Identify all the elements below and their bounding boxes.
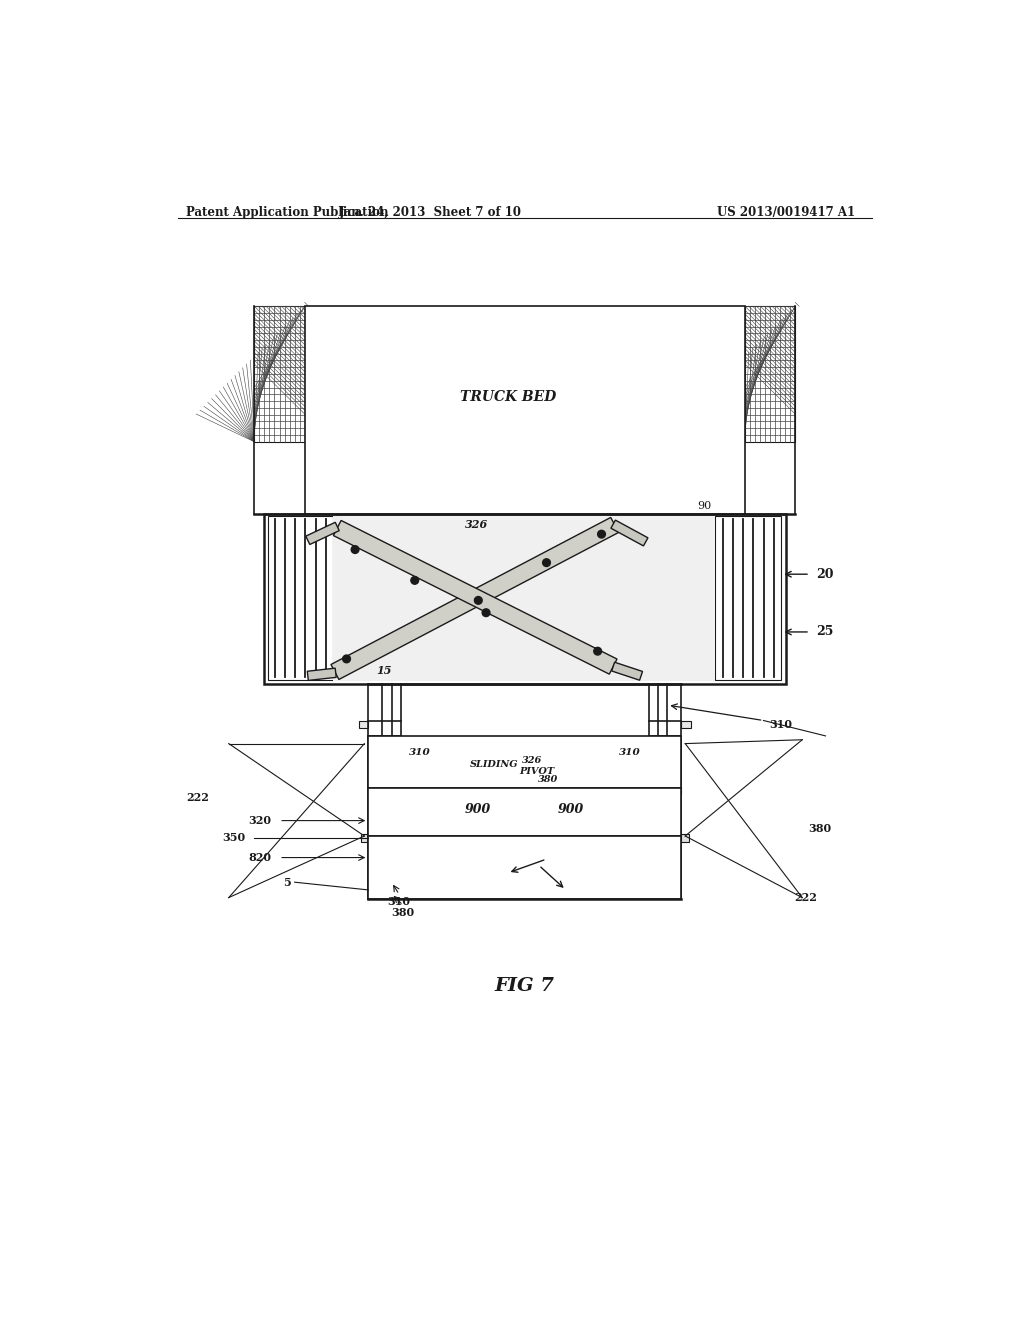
Circle shape — [474, 597, 482, 605]
Text: 900: 900 — [558, 803, 585, 816]
Circle shape — [343, 655, 350, 663]
Bar — [649, 739, 681, 785]
Text: Jan. 24, 2013  Sheet 7 of 10: Jan. 24, 2013 Sheet 7 of 10 — [339, 206, 522, 219]
Text: 222: 222 — [186, 792, 209, 803]
Bar — [369, 836, 681, 899]
Text: 222: 222 — [795, 892, 817, 903]
Bar — [267, 516, 334, 680]
Bar — [681, 721, 690, 729]
Circle shape — [543, 558, 550, 566]
Bar — [658, 787, 681, 795]
Bar — [391, 787, 400, 795]
Text: 15: 15 — [376, 665, 391, 676]
Polygon shape — [331, 517, 618, 680]
Bar — [369, 737, 681, 788]
Text: Patent Application Publication: Patent Application Publication — [186, 206, 389, 219]
Text: US 2013/0019417 A1: US 2013/0019417 A1 — [717, 206, 855, 219]
Text: PIVOT: PIVOT — [519, 767, 554, 776]
Text: 310: 310 — [388, 896, 411, 907]
Bar — [334, 516, 716, 681]
Polygon shape — [611, 520, 648, 546]
Text: 326: 326 — [522, 756, 543, 764]
Bar — [305, 306, 744, 515]
Text: FIG 7: FIG 7 — [495, 977, 555, 995]
Text: 380: 380 — [391, 907, 415, 917]
Text: SLIDING: SLIDING — [469, 760, 518, 768]
Bar — [360, 834, 369, 842]
Text: 320: 320 — [248, 816, 271, 826]
Text: 310: 310 — [770, 719, 793, 730]
Text: 20: 20 — [816, 568, 834, 581]
Polygon shape — [611, 663, 642, 680]
Text: 350: 350 — [222, 832, 246, 843]
Circle shape — [482, 609, 489, 616]
Text: 90: 90 — [697, 500, 712, 511]
Circle shape — [594, 647, 601, 655]
Circle shape — [598, 531, 605, 539]
Text: 310: 310 — [618, 748, 640, 758]
Bar — [359, 721, 369, 729]
Text: TRUCK BED: TRUCK BED — [460, 391, 556, 404]
Text: 900: 900 — [465, 803, 492, 816]
Text: 820: 820 — [248, 853, 271, 863]
Bar — [681, 834, 689, 842]
Bar — [369, 739, 400, 785]
Circle shape — [411, 577, 419, 585]
Text: 5: 5 — [283, 876, 291, 888]
Bar — [744, 306, 796, 442]
Bar — [263, 515, 786, 684]
Text: 380: 380 — [538, 775, 558, 784]
Bar — [369, 788, 681, 836]
Polygon shape — [334, 520, 617, 675]
Polygon shape — [306, 523, 339, 544]
Circle shape — [351, 545, 359, 553]
Bar — [254, 306, 305, 442]
Text: 326: 326 — [465, 519, 488, 531]
Text: 25: 25 — [816, 626, 834, 639]
Polygon shape — [307, 668, 336, 680]
Text: 310: 310 — [410, 748, 431, 758]
Bar — [716, 516, 781, 680]
Text: 380: 380 — [809, 822, 831, 834]
